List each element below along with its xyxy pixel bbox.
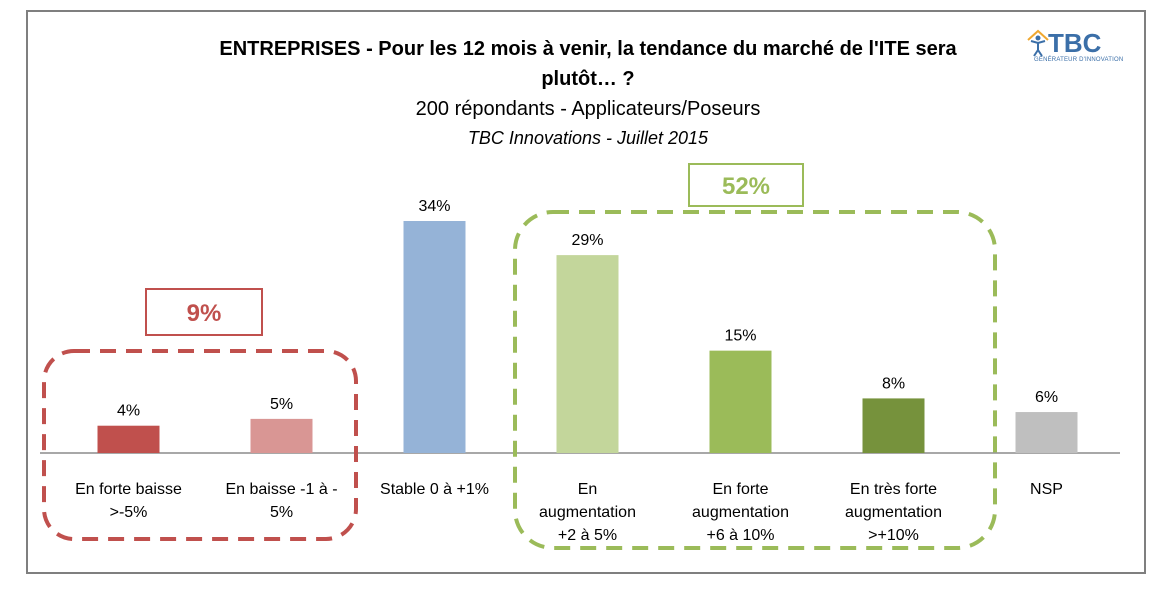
decline-total-box [145, 288, 263, 336]
category-label-line: +2 à 5% [557, 527, 618, 544]
data-label-1: 5% [270, 396, 293, 413]
category-label-line: En très forte [849, 481, 938, 498]
bar-0 [97, 425, 160, 453]
data-label-5: 8% [882, 375, 905, 392]
growth-total-label: 52% [722, 173, 770, 200]
growth-total-box [688, 163, 804, 207]
chart-title: ENTREPRISES - Pour les 12 mois à venir, … [219, 38, 957, 60]
category-label-line: augmentation [845, 504, 942, 521]
tbc-logo: TBC GÉNÉRATEUR D'INNOVATION [1026, 28, 1126, 68]
category-label-line: >-5% [109, 504, 148, 521]
category-label-1: En baisse -1 à - 5% [207, 478, 357, 524]
chart-subtitle: 200 répondants - Applicateurs/Poseurs [415, 98, 761, 120]
decline-group-outline [42, 349, 358, 541]
bar-5 [862, 398, 925, 453]
category-label-line: En [577, 481, 598, 498]
category-label-0: En forte baisse >-5% [54, 478, 204, 524]
category-label-line: En baisse -1 à - [225, 481, 338, 498]
data-label-4: 15% [724, 328, 756, 345]
chart-title-continued: plutôt… ? [541, 68, 635, 90]
data-label-3: 29% [571, 232, 603, 249]
category-label-line: NSP [1030, 481, 1063, 498]
category-label-line: Stable 0 à +1% [380, 481, 489, 498]
category-label-2: Stable 0 à +1% [360, 478, 510, 501]
bar-6 [1015, 412, 1078, 453]
bar-2 [403, 221, 466, 453]
category-label-line: augmentation [539, 504, 636, 521]
category-label-4: En forte augmentation +6 à 10% [666, 478, 816, 547]
logo-tagline: GÉNÉRATEUR D'INNOVATION [1034, 57, 1124, 63]
bar-3 [556, 255, 619, 453]
category-label-3: En augmentation +2 à 5% [513, 478, 663, 547]
decline-total-label: 9% [187, 300, 222, 327]
category-label-line: En forte [712, 481, 769, 498]
category-label-line: 5% [269, 504, 294, 521]
category-label-line: +6 à 10% [706, 527, 775, 544]
chart-source: TBC Innovations - Juillet 2015 [467, 128, 709, 148]
logo-name: TBC [1048, 28, 1102, 58]
data-label-2: 34% [418, 198, 450, 215]
bar-4 [709, 350, 772, 453]
data-label-0: 4% [117, 403, 140, 420]
category-label-line: En forte baisse [75, 481, 182, 498]
category-label-line: >+10% [868, 527, 919, 544]
person-house-icon [1027, 29, 1049, 57]
category-label-6: NSP [972, 478, 1122, 501]
bar-1 [250, 418, 313, 453]
category-label-5: En très forte augmentation >+10% [819, 478, 969, 547]
category-label-line: augmentation [692, 504, 789, 521]
data-label-6: 6% [1035, 389, 1058, 406]
